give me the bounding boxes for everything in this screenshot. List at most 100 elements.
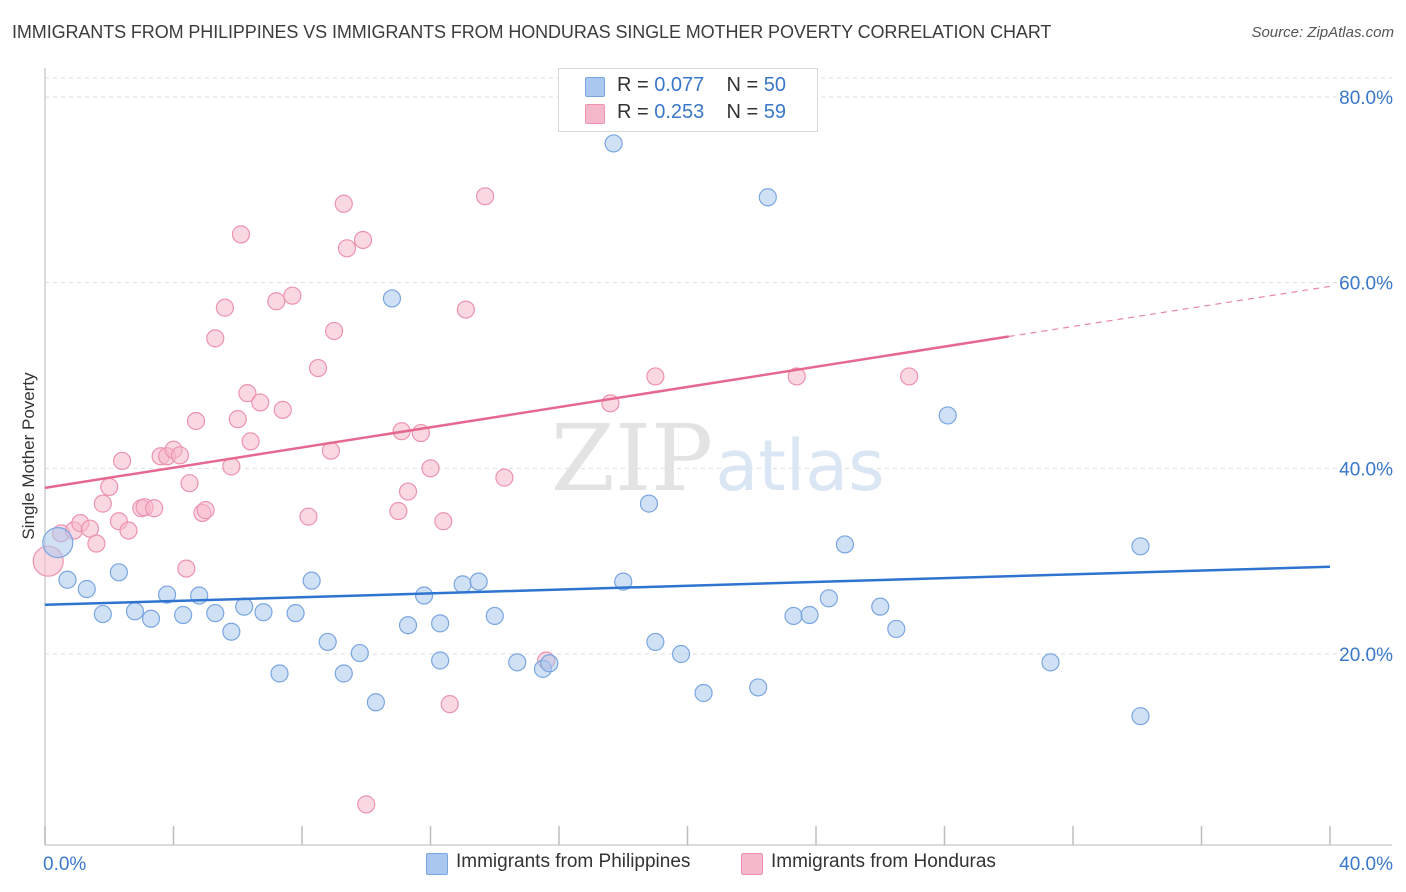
watermark-zip: ZIP — [551, 405, 713, 512]
philippines-trend-line — [44, 565, 1331, 607]
honduras-point — [100, 477, 119, 496]
x-tick-label: 40.0% — [1339, 854, 1393, 875]
philippines-point — [871, 597, 890, 616]
philippines-point — [938, 406, 957, 425]
philippines-point — [157, 585, 177, 604]
philippines-point — [93, 604, 112, 624]
y-axis-label: Single Mother Poverty — [19, 372, 38, 540]
honduras-point — [434, 512, 453, 531]
honduras-point — [299, 507, 318, 526]
chart-source: Source: ZipAtlas.com — [1251, 24, 1394, 41]
philippines-point — [1041, 653, 1060, 672]
honduras-point — [206, 329, 225, 348]
honduras-point — [145, 499, 164, 518]
honduras-point — [495, 468, 514, 487]
philippines-point — [222, 622, 241, 641]
honduras-point — [900, 367, 919, 386]
honduras-point — [177, 559, 196, 578]
legend-swatch-blue — [585, 77, 605, 97]
honduras-point — [238, 384, 257, 403]
honduras-point — [353, 230, 373, 250]
honduras-point — [337, 239, 357, 258]
honduras-point — [787, 367, 806, 386]
legend-r-value: 0.253 — [654, 101, 705, 123]
y-tick-label: 80.0% — [1339, 88, 1393, 109]
philippines-point — [141, 609, 161, 628]
philippines-point — [819, 589, 838, 608]
correlation-legend: R = 0.077 N = 50 R = 0.253 N = 59 — [558, 68, 818, 132]
philippines-point — [270, 664, 289, 683]
trend-lines — [44, 285, 1331, 607]
philippines-point — [835, 535, 855, 554]
honduras-point — [398, 482, 418, 501]
legend-swatch-pink — [741, 853, 763, 875]
honduras-point — [456, 300, 475, 319]
legend-n-label: N = — [726, 101, 759, 123]
honduras-point — [119, 521, 138, 540]
philippines-point — [639, 494, 659, 513]
philippines-point — [671, 644, 691, 664]
philippines-point — [758, 188, 777, 207]
philippines-point — [58, 570, 77, 589]
honduras-point — [357, 795, 376, 814]
legend-r-value: 0.077 — [654, 74, 705, 96]
y-tick-label: 60.0% — [1339, 274, 1393, 295]
philippines-point — [109, 563, 128, 582]
philippines-point — [350, 643, 369, 663]
honduras-point — [440, 695, 459, 714]
honduras-point — [273, 400, 292, 419]
philippines-point — [302, 571, 321, 590]
axes — [44, 68, 1392, 846]
philippines-point — [887, 619, 906, 639]
honduras-point — [325, 321, 344, 341]
philippines-point — [318, 632, 337, 652]
philippines-point — [1131, 707, 1150, 726]
philippines-point — [749, 678, 768, 697]
philippines-point — [398, 616, 418, 635]
philippines-point — [42, 526, 74, 559]
philippines-point — [1131, 537, 1150, 556]
honduras-point — [215, 298, 234, 317]
philippines-point — [286, 604, 305, 623]
legend-swatch-blue — [426, 853, 448, 875]
philippines-point — [334, 664, 353, 683]
legend-label-philippines: Immigrants from Philippines — [456, 851, 691, 872]
tick-labels: 20.0% 40.0% 60.0% 80.0% 0.0% 40.0% — [43, 88, 1393, 875]
philippines-point — [414, 586, 434, 605]
philippines-point — [784, 606, 803, 626]
honduras-point — [196, 501, 215, 520]
honduras-point — [334, 194, 353, 213]
honduras-point — [231, 225, 251, 244]
honduras-point — [180, 474, 199, 493]
legend-r-label: R = — [617, 74, 649, 96]
philippines-point — [453, 575, 472, 594]
y-tick-label: 40.0% — [1339, 459, 1393, 480]
philippines-point — [366, 693, 385, 712]
legend-r-label: R = — [617, 101, 649, 123]
honduras-point — [93, 494, 112, 513]
philippines-point — [174, 605, 193, 625]
honduras-point — [646, 367, 665, 386]
honduras-trend-line — [44, 335, 1009, 490]
philippines-point — [800, 605, 819, 625]
philippines-point — [235, 597, 254, 616]
legend-n-value: 59 — [763, 101, 787, 123]
philippines-point — [508, 653, 527, 672]
legend-n-label: N = — [726, 74, 759, 96]
philippines-point — [206, 604, 225, 623]
philippines-point — [614, 572, 633, 591]
watermark-atlas: atlas — [715, 425, 884, 507]
x-tick-label: 0.0% — [43, 854, 86, 875]
legend-swatch-pink — [585, 104, 605, 124]
y-tick-label: 20.0% — [1339, 645, 1393, 666]
philippines-point — [382, 289, 402, 308]
philippines-point — [604, 134, 623, 153]
philippines-point — [431, 651, 450, 670]
honduras-point — [241, 432, 260, 451]
philippines-point — [646, 632, 665, 652]
honduras-point — [389, 501, 408, 521]
honduras-point — [87, 534, 106, 553]
philippines-point — [540, 654, 559, 673]
honduras-point — [170, 446, 190, 465]
